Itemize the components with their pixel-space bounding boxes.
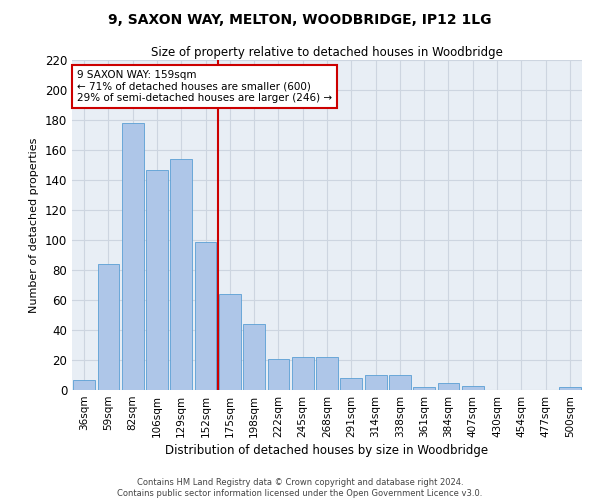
Bar xyxy=(73,380,95,390)
Bar xyxy=(389,375,411,390)
Bar xyxy=(365,375,386,390)
Bar xyxy=(268,358,289,390)
Bar xyxy=(170,159,192,390)
Bar xyxy=(559,387,581,390)
Bar xyxy=(219,294,241,390)
Bar xyxy=(122,123,143,390)
Bar xyxy=(316,357,338,390)
X-axis label: Distribution of detached houses by size in Woodbridge: Distribution of detached houses by size … xyxy=(166,444,488,457)
Bar xyxy=(437,382,460,390)
Bar xyxy=(292,357,314,390)
Bar xyxy=(146,170,168,390)
Text: 9 SAXON WAY: 159sqm
← 71% of detached houses are smaller (600)
29% of semi-detac: 9 SAXON WAY: 159sqm ← 71% of detached ho… xyxy=(77,70,332,103)
Bar xyxy=(462,386,484,390)
Text: Contains HM Land Registry data © Crown copyright and database right 2024.
Contai: Contains HM Land Registry data © Crown c… xyxy=(118,478,482,498)
Bar xyxy=(340,378,362,390)
Bar xyxy=(413,387,435,390)
Title: Size of property relative to detached houses in Woodbridge: Size of property relative to detached ho… xyxy=(151,46,503,59)
Bar xyxy=(97,264,119,390)
Text: 9, SAXON WAY, MELTON, WOODBRIDGE, IP12 1LG: 9, SAXON WAY, MELTON, WOODBRIDGE, IP12 1… xyxy=(108,12,492,26)
Bar xyxy=(194,242,217,390)
Y-axis label: Number of detached properties: Number of detached properties xyxy=(29,138,39,312)
Bar xyxy=(243,324,265,390)
